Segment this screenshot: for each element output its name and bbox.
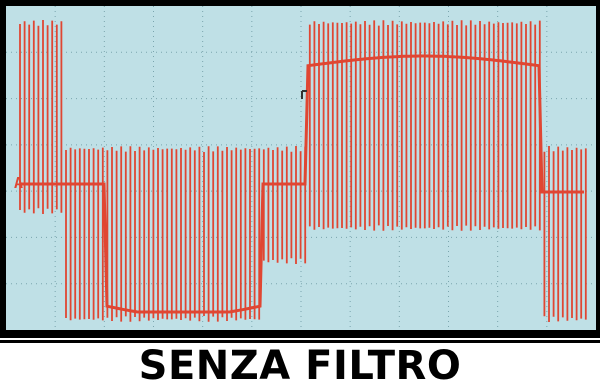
waveform-baseline <box>20 54 584 314</box>
oscilloscope-screen: A <box>6 6 596 330</box>
channel-a-marker: A <box>14 174 24 192</box>
caption-title: SENZA FILTRO <box>138 343 462 389</box>
waveform-spikes <box>19 20 587 322</box>
caption-box: SENZA FILTRO <box>0 340 600 389</box>
oscilloscope-frame: A <box>0 0 600 338</box>
waveform-plot <box>6 6 596 330</box>
trigger-marker <box>301 90 307 99</box>
pwm-waveform-trace <box>19 20 587 322</box>
